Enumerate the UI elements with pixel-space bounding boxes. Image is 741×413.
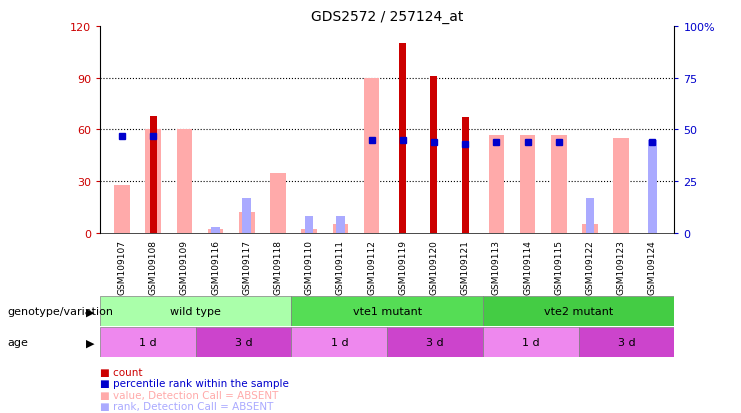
Text: vte2 mutant: vte2 mutant — [544, 306, 614, 316]
Bar — [614, 139, 629, 233]
Bar — [333, 225, 348, 233]
Text: age: age — [7, 337, 28, 347]
Text: ■ value, Detection Call = ABSENT: ■ value, Detection Call = ABSENT — [100, 390, 279, 400]
Text: 1 d: 1 d — [522, 337, 539, 347]
Text: vte1 mutant: vte1 mutant — [353, 306, 422, 316]
Bar — [305, 217, 313, 233]
Bar — [114, 185, 130, 233]
Text: 1 d: 1 d — [139, 337, 156, 347]
Bar — [150, 116, 156, 233]
Bar — [582, 225, 598, 233]
Bar — [302, 230, 317, 233]
FancyBboxPatch shape — [100, 328, 196, 357]
FancyBboxPatch shape — [291, 328, 388, 357]
Text: genotype/variation: genotype/variation — [7, 306, 113, 316]
Title: GDS2572 / 257124_at: GDS2572 / 257124_at — [311, 10, 463, 24]
Bar — [399, 44, 406, 233]
Text: 3 d: 3 d — [426, 337, 444, 347]
Bar — [520, 135, 536, 233]
Bar — [176, 130, 192, 233]
Bar — [239, 213, 254, 233]
Bar — [585, 198, 594, 233]
Bar — [211, 227, 220, 233]
Bar — [364, 78, 379, 233]
Text: ▶: ▶ — [86, 306, 94, 316]
Text: ■ count: ■ count — [100, 367, 142, 377]
Text: 3 d: 3 d — [235, 337, 253, 347]
Text: 1 d: 1 d — [330, 337, 348, 347]
FancyBboxPatch shape — [196, 328, 291, 357]
Text: ▶: ▶ — [86, 337, 94, 347]
Bar — [648, 140, 657, 233]
Bar — [551, 135, 567, 233]
Text: 3 d: 3 d — [618, 337, 635, 347]
FancyBboxPatch shape — [579, 328, 674, 357]
Bar — [270, 173, 286, 233]
Text: ■ percentile rank within the sample: ■ percentile rank within the sample — [100, 378, 289, 388]
FancyBboxPatch shape — [483, 328, 579, 357]
Bar — [145, 130, 161, 233]
FancyBboxPatch shape — [388, 328, 483, 357]
FancyBboxPatch shape — [100, 297, 291, 326]
Text: wild type: wild type — [170, 306, 221, 316]
FancyBboxPatch shape — [483, 297, 674, 326]
Bar — [488, 135, 504, 233]
Bar — [242, 198, 251, 233]
Bar — [431, 77, 437, 233]
Text: ■ rank, Detection Call = ABSENT: ■ rank, Detection Call = ABSENT — [100, 401, 273, 411]
Bar — [336, 217, 345, 233]
Bar — [207, 230, 223, 233]
Bar — [462, 118, 469, 233]
FancyBboxPatch shape — [291, 297, 483, 326]
